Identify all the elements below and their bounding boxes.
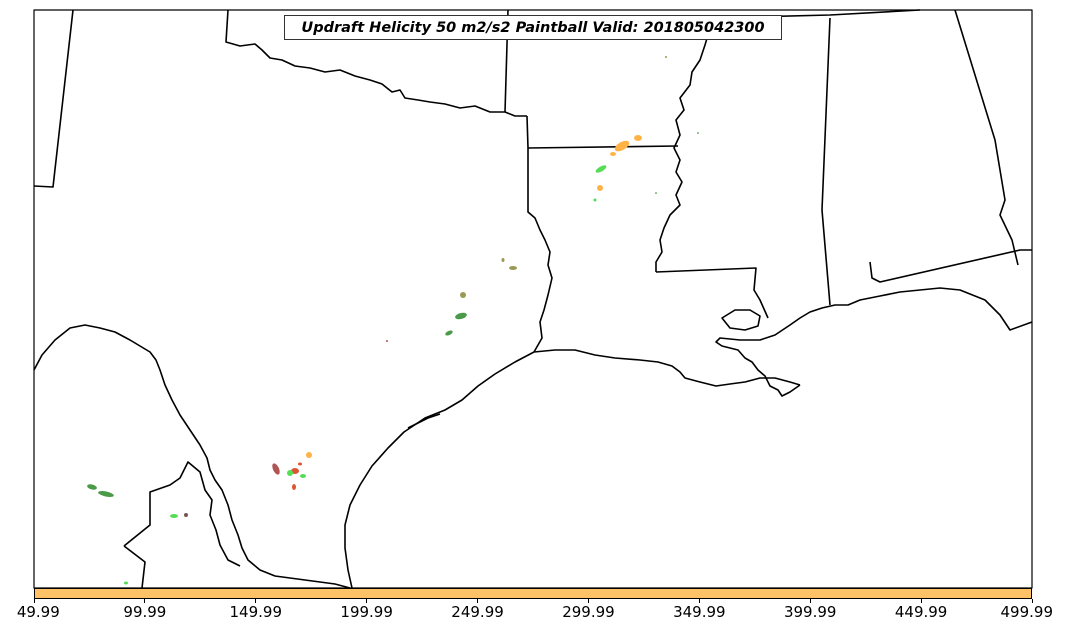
cell-small-4 bbox=[697, 132, 699, 134]
colorbar-tick-mark bbox=[144, 599, 146, 603]
ms-al-border bbox=[821, 17, 831, 306]
colorbar-tick-mark bbox=[477, 599, 479, 603]
cell-small-2 bbox=[665, 56, 667, 58]
lake-pontchartrain bbox=[721, 309, 761, 331]
colorbar-tick-label: 99.99 bbox=[123, 603, 167, 621]
colorbar bbox=[34, 588, 1032, 599]
cell-red-1 bbox=[291, 468, 299, 474]
colorbar-tick-label: 299.99 bbox=[562, 603, 615, 621]
map-boundaries bbox=[33, 9, 1033, 589]
louisiana-delta bbox=[715, 287, 1033, 397]
cell-olive-1 bbox=[509, 266, 517, 270]
mexico-state-border-2 bbox=[123, 545, 146, 589]
cell-dkgreen-4 bbox=[98, 491, 114, 497]
cell-dkgreen-3 bbox=[87, 484, 97, 490]
cell-green-4 bbox=[300, 474, 306, 478]
colorbar-tick-label: 49.99 bbox=[16, 603, 60, 621]
cell-green-6 bbox=[124, 581, 128, 585]
colorbar-tick-label: 449.99 bbox=[894, 603, 948, 621]
plot-frame bbox=[33, 9, 1033, 589]
cell-olive-2 bbox=[501, 258, 505, 262]
colorbar-tick-mark bbox=[587, 599, 589, 603]
cell-brown-1 bbox=[272, 463, 280, 475]
fl-border bbox=[869, 249, 1032, 283]
cell-brown-2 bbox=[184, 513, 188, 517]
colorbar-tick-label: 249.99 bbox=[451, 603, 504, 621]
colorbar-tick-label: 149.99 bbox=[229, 603, 283, 621]
tx-la-border bbox=[526, 115, 553, 353]
storm-cells bbox=[87, 56, 699, 585]
colorbar-tick-label: 199.99 bbox=[340, 603, 393, 621]
title-box: Updraft Helicity 50 m2/s2 Paintball Vali… bbox=[284, 15, 782, 40]
cell-orange-1 bbox=[614, 140, 630, 152]
cell-orange-4 bbox=[597, 185, 603, 191]
cell-orange-3 bbox=[610, 152, 616, 156]
cell-red-3 bbox=[292, 484, 296, 490]
cell-green-5 bbox=[170, 514, 178, 518]
barrier-island bbox=[407, 413, 441, 429]
red-river-border bbox=[225, 9, 527, 117]
cell-dkgreen-1 bbox=[455, 312, 467, 320]
colorbar-tick-label: 349.99 bbox=[673, 603, 726, 621]
cell-dkgreen-2 bbox=[445, 330, 453, 336]
colorbar-tick-label: 399.99 bbox=[783, 603, 837, 621]
cell-green-1 bbox=[595, 165, 607, 173]
la-ms-border bbox=[655, 267, 769, 319]
plot-title: Updraft Helicity 50 m2/s2 Paintball Vali… bbox=[301, 19, 765, 36]
mississippi-river bbox=[655, 27, 711, 272]
colorbar-tick-mark bbox=[920, 599, 922, 603]
cell-small-1 bbox=[386, 340, 388, 342]
colorbar-tick-mark bbox=[1031, 599, 1033, 603]
colorbar-tick-mark bbox=[33, 599, 35, 603]
cell-small-3 bbox=[655, 192, 657, 194]
rio-grande bbox=[33, 324, 351, 589]
ar-la-border bbox=[527, 145, 679, 149]
colorbar-tick-mark bbox=[698, 599, 700, 603]
cell-red-2 bbox=[298, 462, 302, 466]
cell-green-3 bbox=[287, 470, 293, 476]
colorbar-tick-label: 499.99 bbox=[1000, 603, 1054, 621]
cell-olive-3 bbox=[460, 292, 466, 298]
cell-green-2 bbox=[593, 198, 597, 202]
al-ga-border bbox=[954, 9, 1019, 266]
cell-orange-5 bbox=[306, 452, 312, 458]
colorbar-tick-mark bbox=[255, 599, 257, 603]
colorbar-tick-mark bbox=[809, 599, 811, 603]
cell-orange-2 bbox=[634, 135, 642, 141]
nm-border bbox=[33, 9, 74, 188]
mexico-state-border-1 bbox=[123, 461, 241, 567]
colorbar-tick-mark bbox=[366, 599, 368, 603]
gulf-coast-texas bbox=[344, 349, 801, 589]
